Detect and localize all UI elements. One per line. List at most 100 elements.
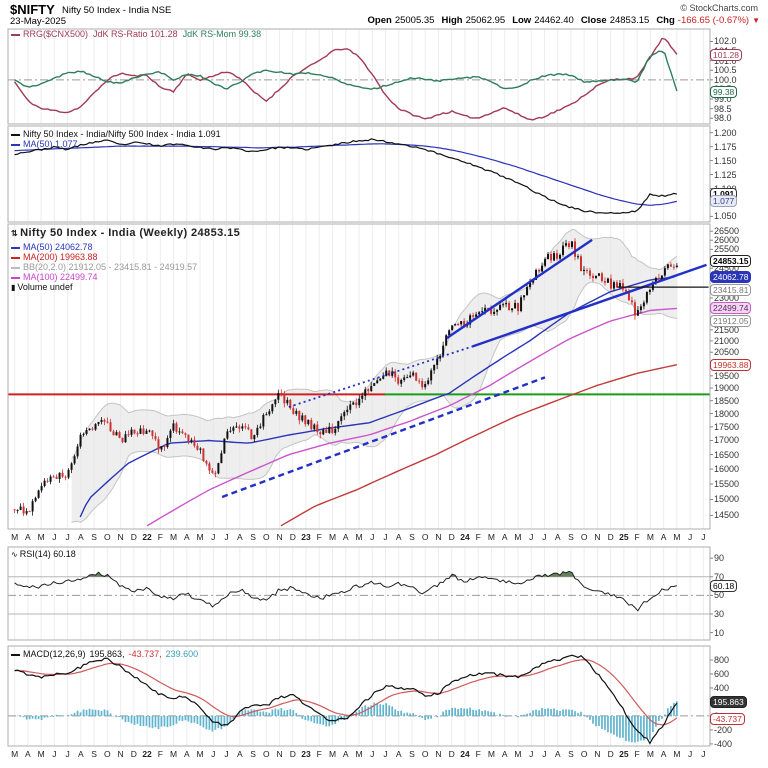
candle-body bbox=[472, 315, 475, 317]
candle-body bbox=[621, 283, 624, 290]
axis-tick-label: 26000 bbox=[714, 235, 740, 246]
x-axis-month-label: M bbox=[355, 749, 363, 759]
x-axis-month-label: A bbox=[183, 532, 190, 542]
candle-body bbox=[295, 410, 298, 414]
axis-tick-label: 18500 bbox=[714, 395, 740, 406]
ratio-legend-line1: Nifty 50 Index - India/Nifty 500 Index -… bbox=[11, 129, 221, 139]
candle-body bbox=[448, 330, 451, 336]
axis-tick-label: 400 bbox=[714, 682, 730, 693]
candle-body bbox=[591, 275, 594, 278]
candle-body bbox=[94, 424, 97, 430]
ma50-label: MA(50) 24062.78 bbox=[23, 242, 93, 252]
candle-body bbox=[127, 434, 130, 436]
ratio-ma50-line bbox=[14, 143, 678, 206]
axis-tick-label: 50 bbox=[714, 590, 725, 601]
candle-body bbox=[484, 307, 487, 312]
candle-body bbox=[535, 269, 538, 280]
x-axis-month-label: N bbox=[276, 532, 283, 542]
candle-body bbox=[82, 433, 85, 435]
x-axis-year-label: 25 bbox=[619, 749, 629, 759]
candle-body bbox=[633, 302, 636, 316]
candle-body bbox=[499, 304, 502, 310]
candle-body bbox=[666, 264, 669, 269]
axis-tick-label: -200 bbox=[714, 724, 733, 735]
candle-body bbox=[487, 307, 490, 309]
candle-body bbox=[505, 302, 508, 305]
candle-body bbox=[612, 282, 615, 289]
candle-body bbox=[672, 266, 675, 268]
x-axis-month-label: J bbox=[224, 532, 229, 542]
ratio-label: Nifty 50 Index - India/Nifty 500 Index -… bbox=[23, 129, 221, 139]
candle-body bbox=[331, 426, 334, 433]
candle-body bbox=[430, 370, 433, 381]
candle-body bbox=[202, 448, 205, 461]
candle-body bbox=[547, 254, 550, 260]
x-axis-month-label: A bbox=[78, 749, 84, 759]
axis-tick-label: 1.050 bbox=[714, 211, 737, 222]
candle-body bbox=[256, 427, 259, 436]
quote-value: -166.65 (-0.67%) bbox=[677, 15, 750, 26]
x-axis-month-label: S bbox=[250, 532, 256, 542]
candle-body bbox=[64, 476, 67, 478]
x-axis-year-label: 22 bbox=[142, 532, 152, 542]
axis-tick-label: 99.0 bbox=[714, 94, 732, 105]
candle-body bbox=[367, 389, 370, 392]
axis-tick-label: 1.125 bbox=[714, 169, 737, 180]
candle-body bbox=[588, 270, 591, 276]
candle-body bbox=[130, 429, 133, 435]
x-axis-year-label: 24 bbox=[460, 532, 470, 542]
candle-body bbox=[55, 476, 58, 479]
rrg-value-badge: 99.38 bbox=[710, 85, 738, 98]
price-ma100-row: MA(100) 22499.74 bbox=[11, 272, 98, 282]
x-axis-month-label: M bbox=[673, 532, 681, 542]
panel-border bbox=[7, 546, 711, 641]
x-axis-month-label: M bbox=[37, 749, 45, 759]
rs-mom-line bbox=[14, 50, 678, 92]
price-value-badge: 24853.15 bbox=[710, 255, 752, 268]
candle-body bbox=[624, 289, 627, 292]
axis-tick-label: 600 bbox=[714, 668, 730, 679]
axis-tick-label: 1.175 bbox=[714, 141, 737, 152]
axis-tick-label: 10 bbox=[714, 627, 725, 638]
rsi-legend: ∿ RSI(14) 60.18 bbox=[11, 549, 76, 560]
x-axis-month-label: M bbox=[328, 532, 337, 542]
price-volume-row: ▮ Volume undef bbox=[11, 282, 72, 293]
macd-signal-value: -43.737, bbox=[128, 649, 162, 659]
candle-body bbox=[169, 430, 172, 439]
macd-signal-line bbox=[14, 658, 678, 726]
candle-body bbox=[373, 383, 376, 386]
quote-value: 24853.15 bbox=[609, 15, 650, 26]
candle-body bbox=[538, 269, 541, 272]
x-axis-month-label: O bbox=[104, 749, 111, 759]
candle-body bbox=[553, 253, 556, 261]
rsi-value-badge: 60.18 bbox=[710, 579, 738, 592]
axis-tick-label: 16500 bbox=[714, 449, 740, 460]
candle-body bbox=[250, 429, 253, 440]
quote-value: 25062.95 bbox=[465, 15, 506, 26]
candle-body bbox=[337, 421, 340, 429]
candle-body bbox=[660, 275, 663, 280]
x-axis-month-label: M bbox=[514, 532, 522, 542]
candle-body bbox=[397, 377, 400, 384]
panel-border bbox=[7, 125, 711, 223]
candle-body bbox=[427, 380, 430, 384]
x-axis-month-label: S bbox=[250, 749, 256, 759]
axis-tick-label: 26500 bbox=[714, 226, 740, 237]
candle-body bbox=[364, 389, 367, 396]
credit-link[interactable]: © StockCharts.com bbox=[680, 3, 758, 13]
candle-body bbox=[481, 311, 484, 313]
candle-body bbox=[199, 448, 202, 450]
axis-tick-label: -400 bbox=[714, 738, 733, 749]
x-axis-month-label: F bbox=[157, 749, 163, 759]
x-axis-month-label: A bbox=[395, 532, 402, 542]
rrg-name: RRG($CNX500) bbox=[23, 29, 89, 39]
x-axis-month-label: A bbox=[25, 532, 31, 542]
candle-body bbox=[100, 419, 103, 423]
x-axis-month-label: F bbox=[634, 749, 640, 759]
change-down-arrow: ▼ bbox=[752, 16, 760, 25]
rs-ratio-line bbox=[14, 37, 678, 121]
x-axis-month-label: O bbox=[421, 532, 429, 542]
candle-body bbox=[618, 283, 621, 288]
x-axis-month-label: J bbox=[542, 532, 547, 542]
axis-tick-label: 70 bbox=[714, 571, 725, 582]
